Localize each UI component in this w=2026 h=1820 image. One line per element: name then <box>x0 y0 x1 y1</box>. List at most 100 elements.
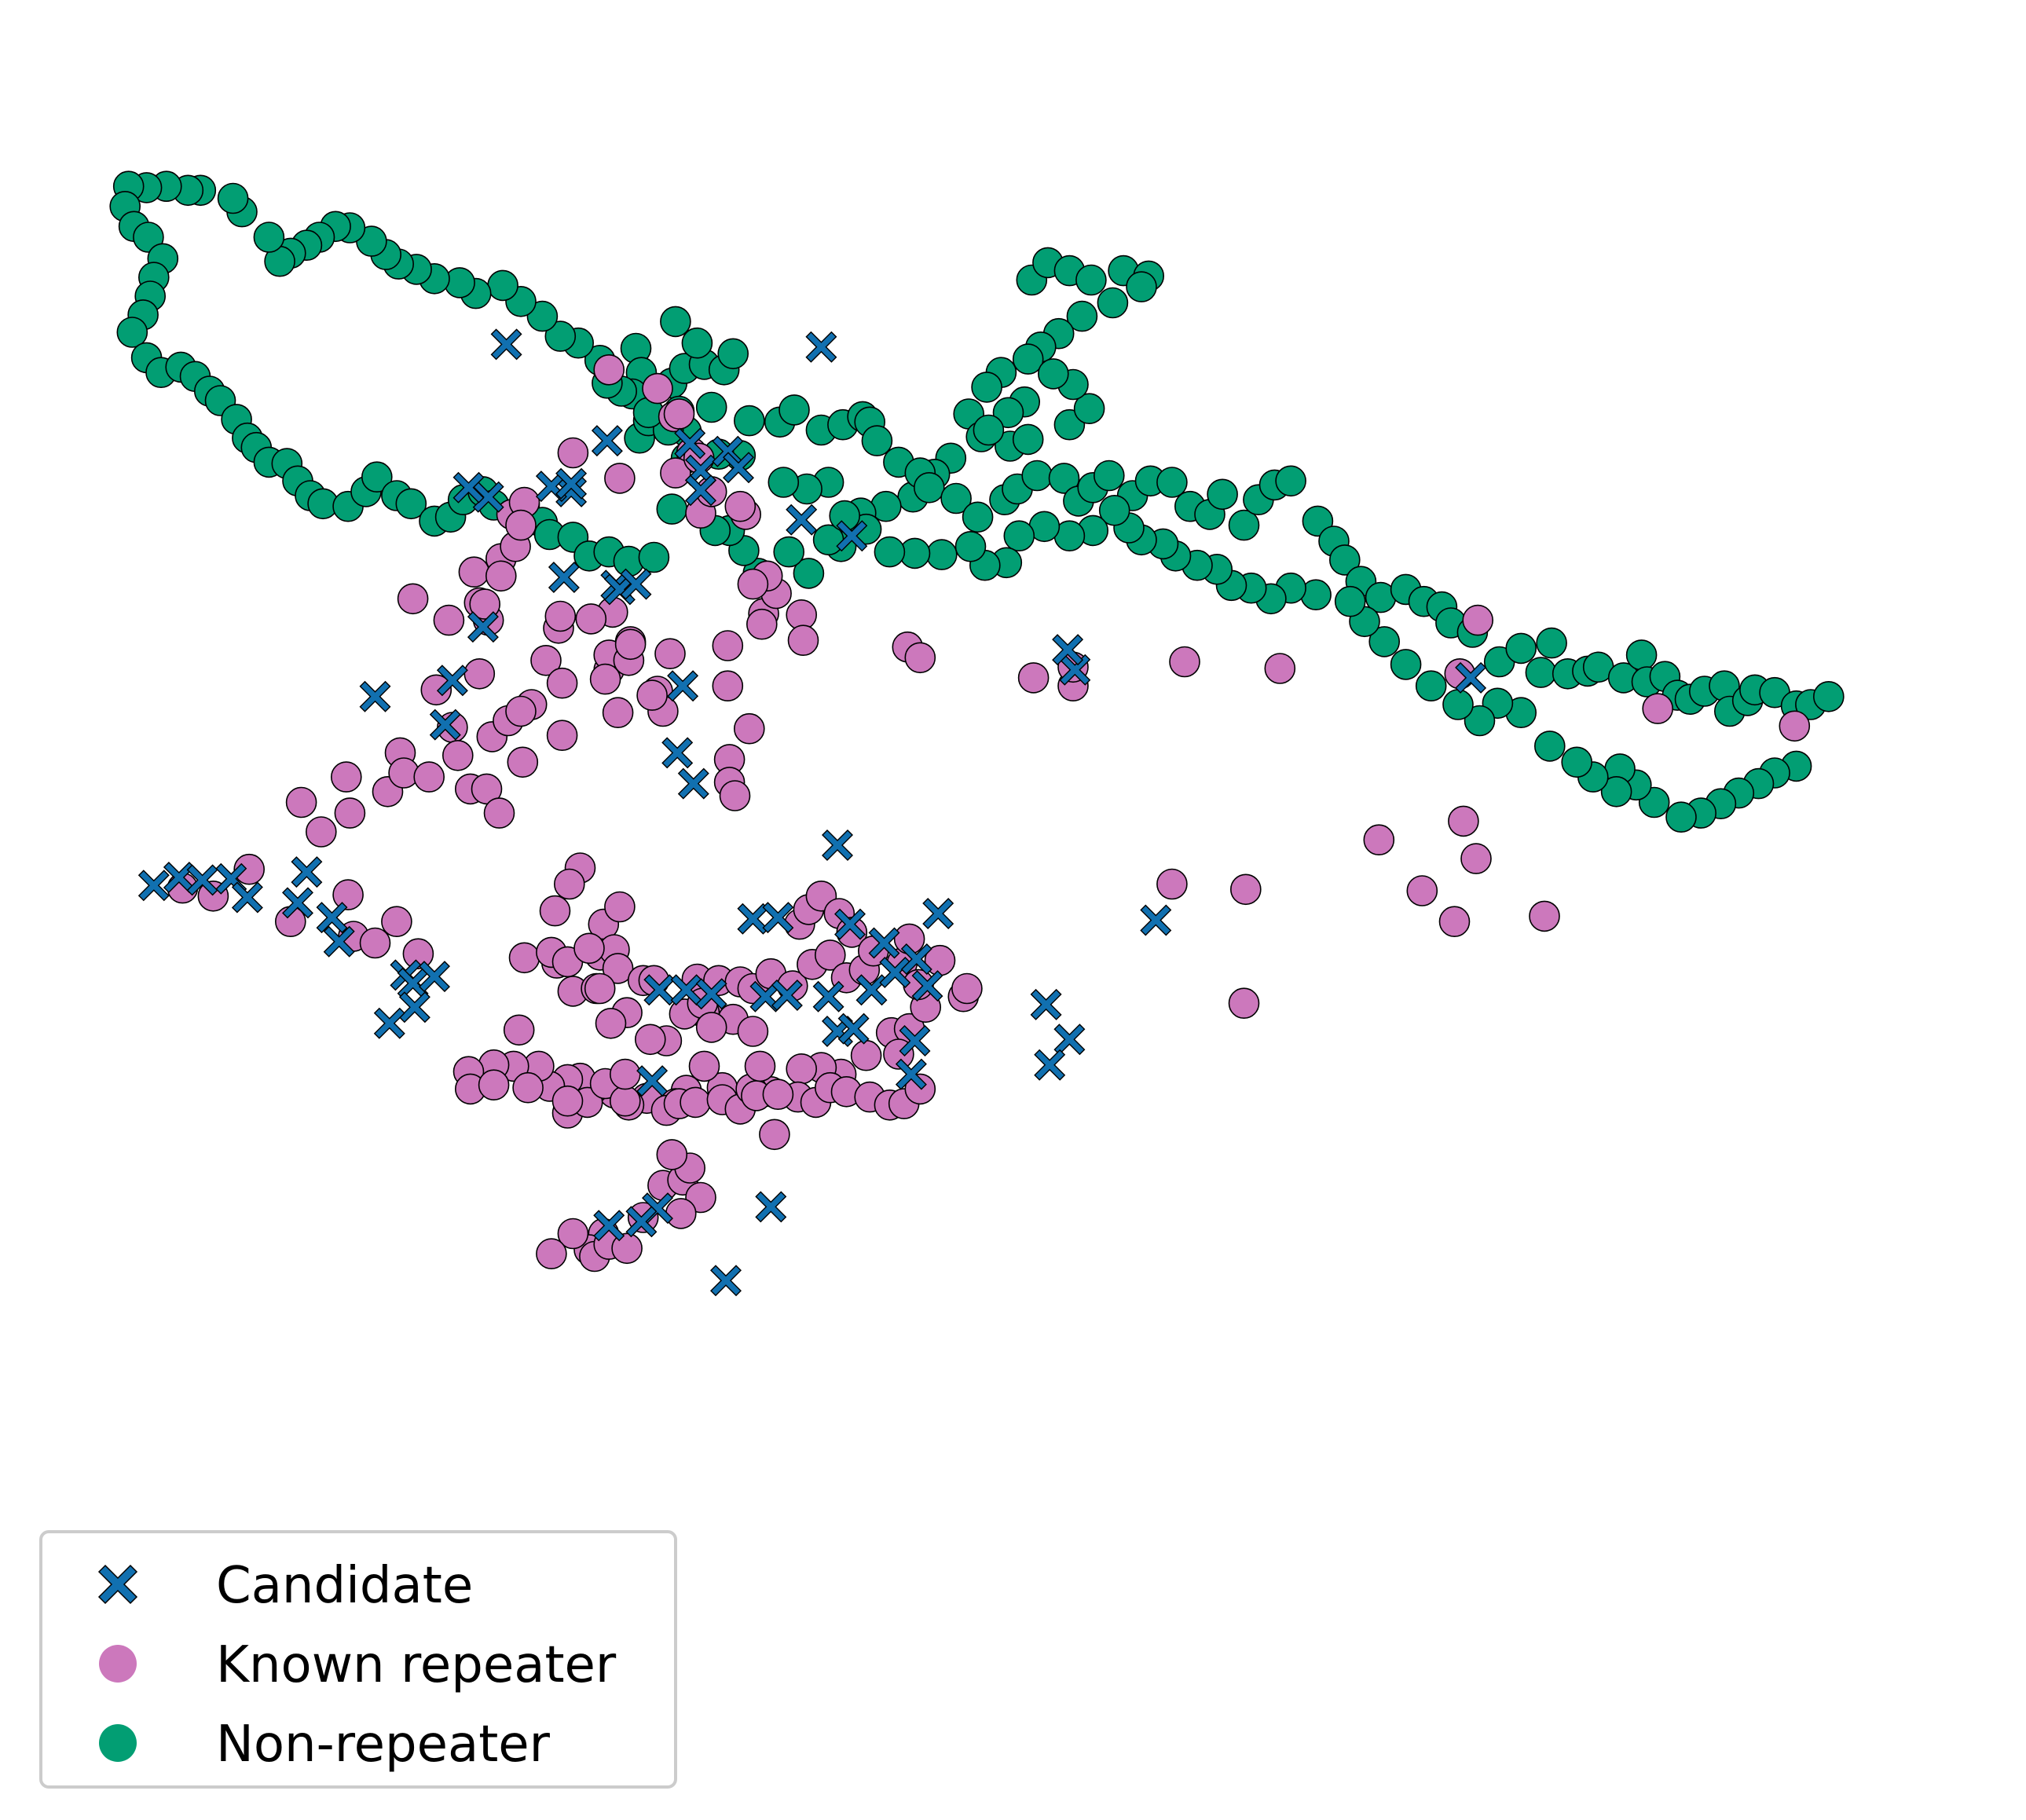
point-known-repeater-144 <box>634 1024 666 1056</box>
point-known-repeater-195 <box>589 663 621 695</box>
point-candidate-0 <box>137 870 170 902</box>
point-candidate-18 <box>472 481 504 513</box>
point-non-repeater-136 <box>1368 626 1400 657</box>
point-known-repeater-54 <box>573 932 605 965</box>
point-known-repeater-220 <box>557 437 589 469</box>
point-known-repeater-96 <box>478 1069 510 1100</box>
point-known-repeater-109 <box>762 1078 794 1110</box>
point-candidate-4 <box>231 881 263 914</box>
point-known-repeater-10 <box>305 816 337 848</box>
point-non-repeater-23 <box>992 397 1024 429</box>
point-non-repeater-239 <box>638 541 670 573</box>
point-known-repeater-42 <box>505 509 537 541</box>
point-candidate-39 <box>670 974 702 1006</box>
point-known-repeater-190 <box>660 457 691 489</box>
point-candidate-57 <box>1030 988 1062 1020</box>
point-known-repeater-22 <box>441 739 474 771</box>
point-known-repeater-159 <box>604 891 636 923</box>
point-non-repeater-86 <box>1329 544 1361 576</box>
point-non-repeater-53 <box>695 391 727 423</box>
point-candidate-59 <box>1034 1049 1066 1081</box>
legend-label-known-repeater: Known repeater <box>216 1636 617 1694</box>
point-known-repeater-158 <box>951 972 983 1005</box>
point-non-repeater-45 <box>717 338 749 370</box>
point-non-repeater-192 <box>253 222 285 253</box>
point-candidate-48 <box>762 902 794 934</box>
point-known-repeater-206 <box>1230 873 1262 906</box>
point-non-repeater-64 <box>914 471 945 504</box>
point-known-repeater-208 <box>1448 805 1479 837</box>
point-known-repeater-116 <box>904 1073 936 1105</box>
point-candidate-69 <box>490 328 522 361</box>
point-known-repeater-2 <box>233 853 266 885</box>
plot-area <box>109 170 1845 1297</box>
point-candidate-2 <box>186 864 218 896</box>
point-known-repeater-101 <box>609 1085 641 1117</box>
point-known-repeater-141 <box>503 1014 535 1046</box>
point-known-repeater-25 <box>483 797 515 829</box>
point-known-repeater-169 <box>654 638 686 670</box>
point-candidate-29 <box>685 474 716 507</box>
point-non-repeater-157 <box>954 530 987 562</box>
point-candidate-50 <box>911 970 943 1002</box>
point-known-repeater-11 <box>330 761 362 793</box>
point-candidate-35 <box>786 504 818 536</box>
point-non-repeater-122 <box>1665 801 1697 833</box>
point-candidate-68 <box>1052 634 1084 666</box>
point-candidate-53 <box>895 1058 927 1090</box>
point-known-repeater-146 <box>688 1050 720 1082</box>
point-candidate-71 <box>1455 661 1487 694</box>
point-candidate-61 <box>636 1065 669 1097</box>
point-candidate-70 <box>805 331 837 363</box>
point-non-repeater-11 <box>1012 343 1044 375</box>
point-known-repeater-221 <box>575 603 607 635</box>
point-non-repeater-70 <box>1048 463 1080 494</box>
point-known-repeater-160 <box>539 895 571 927</box>
point-known-repeater-120 <box>656 1139 688 1170</box>
point-candidate-55 <box>900 943 932 975</box>
point-known-repeater-17 <box>420 674 452 706</box>
point-known-repeater-24 <box>471 773 503 805</box>
point-non-repeater-8 <box>1066 300 1098 332</box>
point-known-repeater-209 <box>1460 843 1492 874</box>
point-non-repeater-129 <box>1534 731 1566 762</box>
point-known-repeater-145 <box>609 1058 641 1090</box>
point-known-repeater-174 <box>719 780 751 811</box>
point-non-repeater-66 <box>962 501 994 533</box>
point-non-repeater-46 <box>681 327 713 359</box>
point-candidate-62 <box>710 1265 742 1297</box>
point-known-repeater-143 <box>595 1008 627 1039</box>
point-known-repeater-126 <box>557 1218 589 1250</box>
point-known-repeater-31 <box>458 556 490 588</box>
point-non-repeater-128 <box>1561 746 1592 778</box>
point-candidate-56 <box>922 898 954 929</box>
point-candidate-11 <box>419 961 450 993</box>
legend-item-non-repeater: Non-repeater <box>99 1716 551 1774</box>
point-non-repeater-13 <box>971 372 1002 403</box>
legend-item-known-repeater: Known repeater <box>99 1636 617 1694</box>
point-known-repeater-4 <box>332 879 364 910</box>
point-candidate-49 <box>834 908 866 940</box>
point-candidate-65 <box>625 1206 658 1238</box>
point-candidate-17 <box>467 611 499 643</box>
point-known-repeater-175 <box>733 712 765 745</box>
point-non-repeater-6 <box>1126 271 1157 302</box>
point-candidate-51 <box>879 957 911 988</box>
point-known-repeater-213 <box>1462 604 1493 636</box>
point-non-repeater-24 <box>973 414 1005 446</box>
point-non-repeater-69 <box>1021 460 1053 492</box>
point-candidate-40 <box>695 978 727 1010</box>
point-non-repeater-154 <box>1003 520 1035 552</box>
point-non-repeater-47 <box>660 306 691 338</box>
point-known-repeater-194 <box>614 628 647 661</box>
point-known-repeater-142 <box>551 1085 584 1117</box>
point-candidate-20 <box>548 562 580 593</box>
point-non-repeater-175 <box>544 320 577 352</box>
point-candidate-12 <box>398 991 430 1024</box>
point-non-repeater-17 <box>1012 423 1044 456</box>
point-known-repeater-186 <box>593 353 625 386</box>
point-known-repeater-19 <box>463 657 496 690</box>
point-candidate-58 <box>1053 1024 1086 1056</box>
point-non-repeater-126 <box>1600 775 1632 807</box>
point-non-repeater-135 <box>1390 649 1422 680</box>
